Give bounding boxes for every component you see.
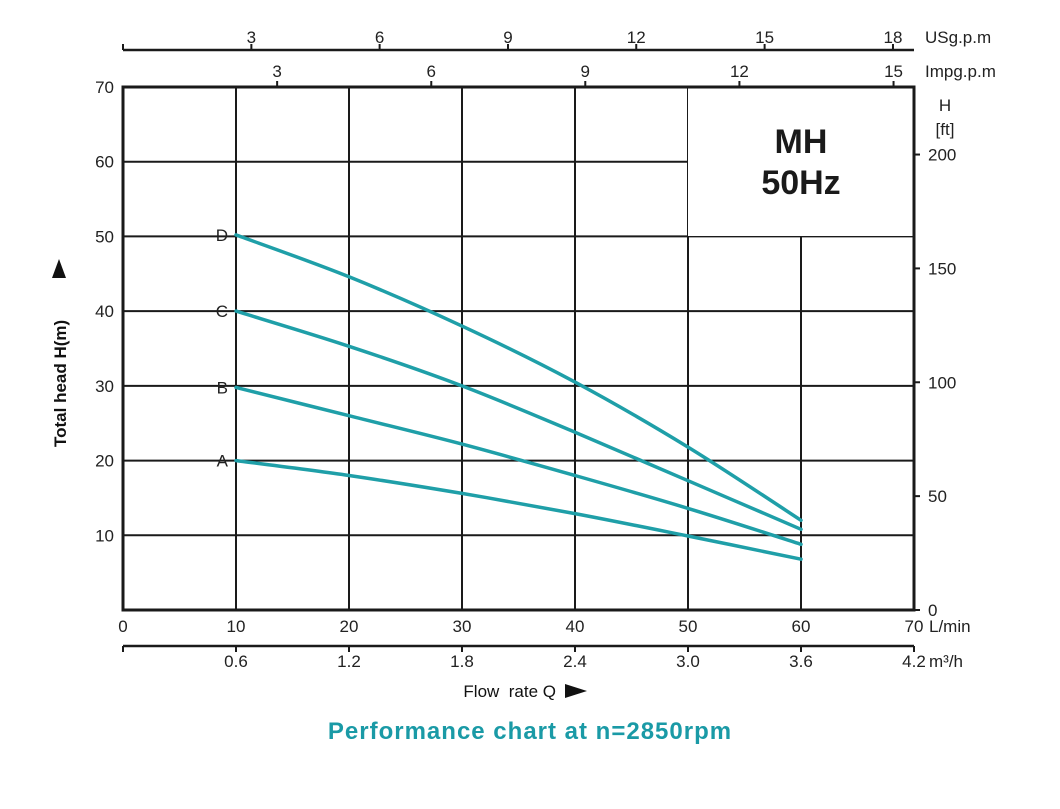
y-tick-label-20: 20 <box>95 452 114 471</box>
impgpm-tick-label-6: 6 <box>427 62 436 81</box>
m3h-tick-label-2.4: 2.4 <box>563 652 587 671</box>
right-unit-ft: [ft] <box>936 120 955 139</box>
y-tick-label-70: 70 <box>95 78 114 97</box>
y-tick-label-50: 50 <box>95 227 114 246</box>
y-tick-label-40: 40 <box>95 302 114 321</box>
curve-C <box>234 309 803 532</box>
curve-label-C: C <box>216 302 228 321</box>
y-tick-label-10: 10 <box>95 526 114 545</box>
y-axis-title: Total head H(m) <box>51 320 70 447</box>
x-tick-label-0: 0 <box>118 617 127 636</box>
y-axis-arrow-icon <box>52 259 66 278</box>
ft-tick-label-0: 0 <box>928 601 937 620</box>
chart-title-frequency: 50Hz <box>761 164 840 202</box>
x-tick-label-30: 30 <box>453 617 472 636</box>
m3h-tick-label-3.0: 3.0 <box>676 652 700 671</box>
usgpm-tick-label-3: 3 <box>247 28 256 47</box>
curve-label-B: B <box>217 378 228 397</box>
chart-title-model: MH <box>775 123 828 161</box>
x-tick-label-20: 20 <box>340 617 359 636</box>
x-tick-label-70: 70 <box>905 617 924 636</box>
right-unit-h: H <box>939 96 951 115</box>
ft-tick-label-100: 100 <box>928 373 956 392</box>
curve-B <box>234 385 803 547</box>
curve-label-A: A <box>217 452 229 471</box>
x-axis-title: Flow rate Q <box>463 682 556 701</box>
ft-tick-label-150: 150 <box>928 259 956 278</box>
x-tick-label-40: 40 <box>566 617 585 636</box>
curve-D <box>234 233 803 523</box>
curve-label-D: D <box>216 226 228 245</box>
impgpm-tick-label-12: 12 <box>730 62 749 81</box>
impgpm-tick-label-9: 9 <box>581 62 590 81</box>
ft-tick-label-200: 200 <box>928 146 956 165</box>
x-tick-label-10: 10 <box>227 617 246 636</box>
x-tick-label-60: 60 <box>792 617 811 636</box>
m3h-tick-label-4.2: 4.2 <box>902 652 926 671</box>
top-unit-impgpm: Impg.p.m <box>925 62 996 81</box>
curve-A <box>234 458 803 561</box>
impgpm-tick-label-15: 15 <box>884 62 903 81</box>
plot-frame <box>121 44 920 652</box>
x-tick-label-50: 50 <box>679 617 698 636</box>
y-tick-label-60: 60 <box>95 153 114 172</box>
usgpm-tick-label-9: 9 <box>503 28 512 47</box>
m3h-tick-label-0.6: 0.6 <box>224 652 248 671</box>
chart-title-box <box>688 88 914 236</box>
top-unit-usgpm: USg.p.m <box>925 28 991 47</box>
m3h-tick-label-1.8: 1.8 <box>450 652 474 671</box>
performance-caption: Performance chart at n=2850rpm <box>327 718 733 745</box>
usgpm-tick-label-6: 6 <box>375 28 384 47</box>
x-unit-lmin: L/min <box>929 617 971 636</box>
series-group <box>234 233 803 561</box>
usgpm-tick-label-12: 12 <box>627 28 646 47</box>
ft-tick-label-50: 50 <box>928 487 947 506</box>
usgpm-tick-label-15: 15 <box>755 28 774 47</box>
m3h-tick-label-3.6: 3.6 <box>789 652 813 671</box>
m3h-tick-label-1.2: 1.2 <box>337 652 361 671</box>
impgpm-tick-label-3: 3 <box>272 62 281 81</box>
plot-border <box>121 85 916 612</box>
x-axis-arrow-icon <box>565 684 587 698</box>
x-unit-m3h: m³/h <box>929 652 963 671</box>
usgpm-tick-label-18: 18 <box>884 28 903 47</box>
tick-labels: 0 10 20 30 40 50 60 700.6 1.2 1.8 2.4 3.0 3.6 4.23 6 9 1… <box>95 28 956 671</box>
y-tick-label-30: 30 <box>95 377 114 396</box>
